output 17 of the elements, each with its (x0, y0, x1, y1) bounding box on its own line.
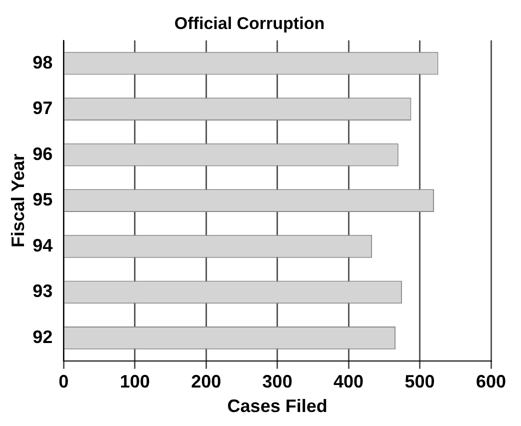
x-tick-label: 0 (58, 372, 69, 392)
y-tick-label: 95 (32, 190, 53, 210)
x-tick-label: 400 (334, 372, 364, 392)
x-tick-label: 500 (404, 372, 435, 392)
y-tick-label: 97 (32, 98, 53, 118)
y-axis-title: Fiscal Year (8, 154, 28, 248)
y-tick-label: 94 (32, 235, 53, 256)
y-tick-label: 98 (32, 52, 53, 72)
y-tick-label: 93 (32, 281, 53, 302)
x-tick-label: 300 (262, 372, 292, 392)
chart-title: Official Corruption (174, 14, 325, 33)
x-axis-title: Cases Filed (227, 396, 328, 416)
y-tick-label: 92 (32, 326, 53, 347)
y-tick-label: 96 (32, 144, 53, 164)
x-tick-label: 100 (120, 372, 150, 392)
x-tick-label: 600 (476, 372, 506, 392)
x-tick-label: 200 (191, 372, 222, 392)
